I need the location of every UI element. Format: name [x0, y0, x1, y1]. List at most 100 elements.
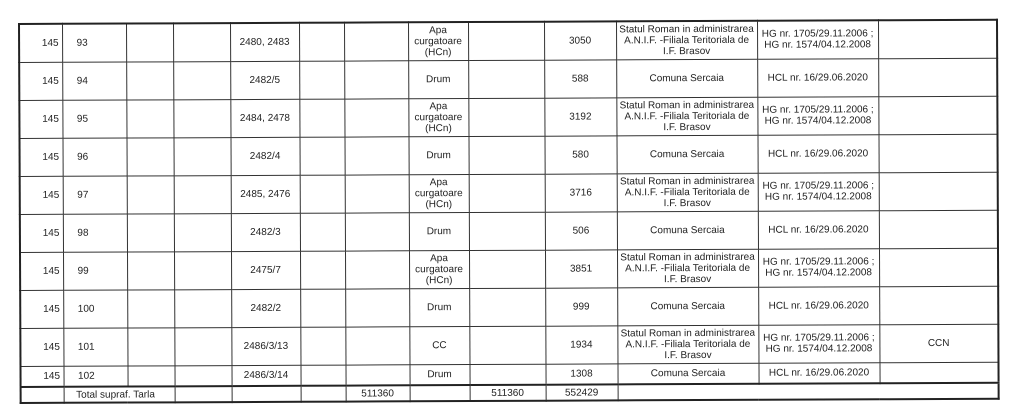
- observations-cell: [877, 19, 998, 59]
- empty-cell: [174, 327, 232, 366]
- empty-cell: [174, 289, 232, 328]
- act-cell: HCL nr. 16/29.06.2020: [757, 134, 879, 173]
- category-cell: Drum: [408, 60, 469, 99]
- tarla-cell: 145: [19, 175, 63, 214]
- category-cell: CC: [409, 326, 470, 365]
- parcela-cell: 97: [62, 175, 127, 214]
- empty-cell: [344, 136, 409, 175]
- observations-cell: [879, 361, 999, 384]
- empty-cell: [344, 60, 409, 99]
- observations-cell: [878, 95, 998, 135]
- empty-cell: [345, 326, 410, 365]
- tarla-cell: 145: [20, 327, 64, 366]
- cadastral-number-cell: 2486/3/13: [231, 326, 301, 366]
- owner-cell: Comuna Sercaia: [616, 58, 758, 98]
- table-row: 145 101 2486/3/13 CC 1934 Statul Roman in adm…: [20, 323, 999, 366]
- parcela-cell: 101: [63, 327, 128, 366]
- table-row: 145 99 2475/7 Apa curgatoare (HCn) 3851 Statu…: [19, 247, 999, 290]
- act-cell: HCL nr. 16/29.06.2020: [757, 58, 879, 97]
- empty-cell: [126, 213, 174, 252]
- area-cell: 1934: [545, 325, 618, 364]
- parcela-cell: 95: [62, 99, 127, 138]
- table-row: 145 93 2480, 2483 Apa curgatoare (HCn) 3050 S…: [19, 19, 998, 62]
- category-cell: Drum: [408, 212, 469, 251]
- act-cell: HG nr. 1705/29.11.2006 ; HG nr. 1574/04.…: [757, 248, 880, 287]
- empty-cell: [173, 137, 231, 176]
- table-row: 145 94 2482/5 Drum 588 Comuna Sercaia HCL nr. …: [19, 57, 998, 100]
- empty-cell: [299, 22, 345, 61]
- observations-cell: [878, 171, 998, 211]
- empty-cell: [344, 174, 409, 213]
- owner-cell: Comuna Sercaia: [616, 134, 758, 174]
- empty-cell: [299, 174, 345, 213]
- area-cell: 3851: [544, 249, 618, 288]
- empty-cell: [126, 23, 174, 62]
- owner-cell: Comuna Sercaia: [617, 286, 759, 326]
- area-cell: 3050: [543, 21, 617, 60]
- table-row: 145 95 2484, 2478 Apa curgatoare (HCn) 3192 S…: [19, 95, 998, 138]
- empty-cell: [468, 173, 545, 213]
- parcela-cell: 100: [63, 289, 128, 328]
- owner-cell: Comuna Sercaia: [617, 362, 759, 385]
- empty-cell: [126, 137, 174, 176]
- empty-cell: [469, 325, 546, 365]
- empty-cell: [469, 287, 546, 327]
- empty-cell: [468, 135, 545, 175]
- act-cell: HG nr. 1705/29.11.2006 ; HG nr. 1574/04.…: [758, 324, 880, 363]
- cadastral-number-cell: 2486/3/14: [231, 364, 301, 387]
- observations-cell: [878, 133, 998, 173]
- owner-cell: Statul Roman in administrarea A.N.I.F. -…: [616, 172, 758, 212]
- owner-cell: Statul Roman in administrarea A.N.I.F. -…: [617, 324, 759, 364]
- parcela-cell: 102: [63, 365, 128, 387]
- empty-cell: [468, 211, 545, 251]
- total-col10: 552429: [545, 384, 618, 401]
- empty-cell: [174, 365, 232, 387]
- act-cell: HCL nr. 16/29.06.2020: [758, 362, 880, 384]
- observations-cell: [878, 209, 998, 249]
- category-cell: Drum: [409, 364, 470, 386]
- category-cell: Apa curgatoare (HCn): [408, 174, 469, 213]
- empty-cell: [300, 364, 346, 386]
- empty-cell: [173, 251, 232, 290]
- cadastral-number-cell: 2482/5: [230, 60, 300, 100]
- cadastral-number-cell: 2485, 2476: [230, 174, 300, 214]
- cadastral-number-cell: 2482/2: [231, 288, 301, 328]
- table-row: 145 96 2482/4 Drum 580 Comuna Sercaia HCL nr. …: [19, 133, 998, 176]
- empty-cell: [173, 99, 231, 138]
- empty-cell: [345, 288, 410, 327]
- cadastral-number-cell: 2482/4: [230, 136, 300, 176]
- owner-cell: Statul Roman in administrarea A.N.I.F. -…: [615, 20, 758, 60]
- empty-cell: [468, 97, 545, 137]
- empty-cell: [299, 98, 345, 137]
- owner-cell: Statul Roman in administrarea A.N.I.F. -…: [616, 248, 759, 288]
- empty-cell: [469, 363, 546, 386]
- category-cell: Drum: [409, 288, 470, 327]
- area-cell: 3716: [544, 173, 617, 212]
- empty-cell: [299, 250, 346, 289]
- parcela-cell: 98: [62, 213, 127, 252]
- tarla-cell: 145: [19, 23, 63, 62]
- tarla-cell: 145: [20, 365, 64, 387]
- observations-cell: [878, 57, 998, 97]
- cadastral-number-cell: 2480, 2483: [230, 22, 300, 62]
- area-cell: 999: [545, 287, 618, 326]
- tarla-cell: 145: [19, 213, 63, 252]
- area-cell: 1308: [545, 363, 618, 385]
- total-row: Total supraf. Tarla 511360 511360 552429: [20, 382, 999, 403]
- table-row: 145 97 2485, 2476 Apa curgatoare (HCn) 3716 S…: [19, 171, 998, 214]
- empty-cell: [345, 364, 410, 386]
- empty-cell: [468, 59, 545, 99]
- category-cell: Apa curgatoare (HCn): [408, 22, 469, 61]
- tarla-cell: 145: [19, 251, 64, 290]
- table-row: 145 98 2482/3 Drum 506 Comuna Sercaia HCL nr. …: [19, 209, 998, 252]
- parcela-cell: 96: [62, 137, 127, 176]
- cadastral-number-cell: 2482/3: [230, 212, 300, 252]
- empty-cell: [468, 21, 545, 61]
- empty-cell: [126, 175, 174, 214]
- category-cell: Apa curgatoare (HCn): [408, 250, 470, 289]
- empty-cell: [300, 288, 346, 327]
- observations-cell: [878, 247, 999, 287]
- empty-cell: [173, 61, 231, 100]
- act-cell: HCL nr. 16/29.06.2020: [758, 286, 880, 325]
- category-cell: Apa curgatoare (HCn): [408, 98, 469, 137]
